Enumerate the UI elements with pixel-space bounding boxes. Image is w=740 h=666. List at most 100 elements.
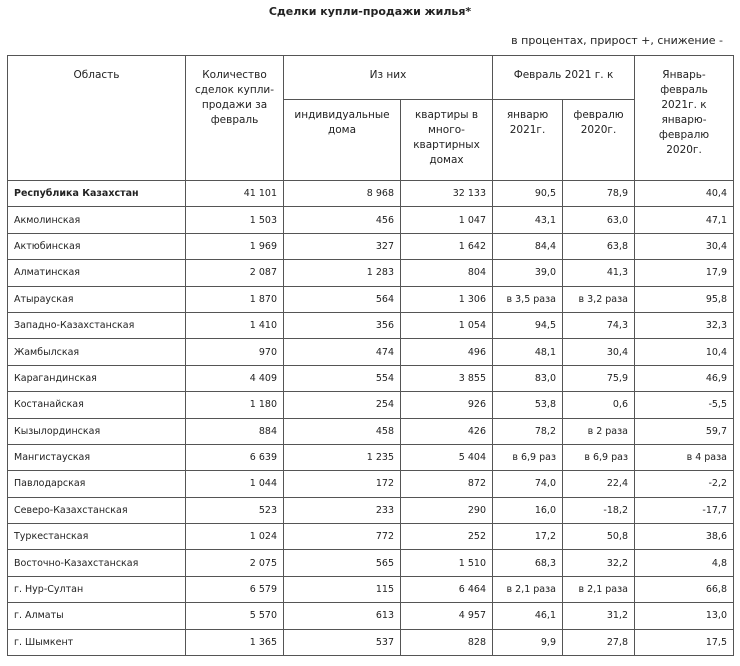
cell-individual: 356 [283, 311, 401, 340]
cell-vs-jan2021: в 3,5 раза [492, 285, 563, 313]
cell-individual: 456 [283, 206, 401, 234]
cell-individual: 327 [283, 232, 401, 261]
cell-count: 1 969 [185, 232, 284, 261]
page-title: Сделки купли-продажи жилья* [268, 5, 472, 18]
cell-count: 1 503 [185, 206, 284, 234]
table-row: Актюбинская 1 969 327 1 642 84,4 63,8 30,4 [7, 232, 734, 261]
cell-count: 523 [185, 496, 284, 525]
cell-individual: 458 [283, 417, 401, 445]
cell-vs-feb2020: 50,8 [562, 523, 635, 551]
cell-individual: 233 [283, 496, 401, 525]
cell-vs-feb2020: 74,3 [562, 311, 635, 340]
cell-vs-janfeb2020: 10,4 [634, 338, 734, 366]
table-row: Республика Казахстан 41 101 8 968 32 133 90,… [7, 179, 734, 208]
cell-apartments: 828 [400, 628, 493, 657]
cell-apartments: 32 133 [400, 179, 493, 208]
cell-region: Костанайская [7, 391, 186, 419]
cell-region: Акмолинская [7, 206, 186, 234]
cell-region: Карагандинская [7, 364, 186, 393]
cell-vs-janfeb2020: 47,1 [634, 206, 734, 234]
cell-region: Жамбылская [7, 338, 186, 366]
cell-vs-jan2021: 17,2 [492, 523, 563, 551]
cell-vs-feb2020: -18,2 [562, 496, 635, 525]
header-feb2021-to: Февраль 2021 г. к [492, 55, 635, 100]
cell-count: 41 101 [185, 179, 284, 208]
table-row: Кызылординская 884 458 426 78,2 в 2 раза 59,7 [7, 417, 734, 445]
cell-apartments: 6 464 [400, 575, 493, 604]
cell-vs-janfeb2020: 95,8 [634, 285, 734, 313]
cell-region: г. Шымкент [7, 628, 186, 657]
cell-apartments: 426 [400, 417, 493, 445]
cell-count: 884 [185, 417, 284, 445]
cell-vs-feb2020: в 2,1 раза [562, 575, 635, 604]
cell-vs-feb2020: в 6,9 раз [562, 443, 635, 472]
cell-region: Алматинская [7, 259, 186, 287]
cell-region: г. Нур-Султан [7, 575, 186, 604]
cell-vs-janfeb2020: 17,5 [634, 628, 734, 657]
cell-count: 2 075 [185, 549, 284, 577]
header-janfeb: Январь-февраль 2021г. к январю-февралю 2… [634, 55, 734, 181]
header-apartments: квартиры в много-квартирных домах [400, 99, 493, 181]
cell-individual: 554 [283, 364, 401, 393]
cell-count: 6 639 [185, 443, 284, 472]
cell-count: 5 570 [185, 602, 284, 630]
cell-individual: 1 235 [283, 443, 401, 472]
cell-vs-jan2021: 68,3 [492, 549, 563, 577]
cell-apartments: 5 404 [400, 443, 493, 472]
table-row: Мангистауская 6 639 1 235 5 404 в 6,9 раз в 6… [7, 443, 734, 472]
cell-vs-feb2020: в 2 раза [562, 417, 635, 445]
cell-apartments: 1 510 [400, 549, 493, 577]
cell-individual: 115 [283, 575, 401, 604]
cell-vs-jan2021: 74,0 [492, 470, 563, 498]
cell-vs-jan2021: 83,0 [492, 364, 563, 393]
cell-count: 6 579 [185, 575, 284, 604]
header-of-which: Из них [283, 55, 493, 100]
cell-vs-jan2021: в 6,9 раз [492, 443, 563, 472]
cell-count: 1 870 [185, 285, 284, 313]
cell-vs-jan2021: 16,0 [492, 496, 563, 525]
table-row: Карагандинская 4 409 554 3 855 83,0 75,9 46,9 [7, 364, 734, 393]
cell-region: Кызылординская [7, 417, 186, 445]
cell-vs-janfeb2020: 17,9 [634, 259, 734, 287]
cell-vs-feb2020: в 3,2 раза [562, 285, 635, 313]
header-jan2021: январю 2021г. [492, 99, 563, 181]
cell-vs-janfeb2020: в 4 раза [634, 443, 734, 472]
cell-vs-feb2020: 63,8 [562, 232, 635, 261]
cell-vs-feb2020: 78,9 [562, 179, 635, 208]
cell-vs-jan2021: 78,2 [492, 417, 563, 445]
cell-apartments: 290 [400, 496, 493, 525]
cell-apartments: 926 [400, 391, 493, 419]
cell-vs-jan2021: 53,8 [492, 391, 563, 419]
cell-vs-feb2020: 31,2 [562, 602, 635, 630]
header-individual: индивидуальные дома [283, 99, 401, 181]
cell-count: 1 024 [185, 523, 284, 551]
cell-apartments: 252 [400, 523, 493, 551]
cell-apartments: 1 047 [400, 206, 493, 234]
cell-vs-janfeb2020: -2,2 [634, 470, 734, 498]
table-row: Акмолинская 1 503 456 1 047 43,1 63,0 47,1 [7, 206, 734, 234]
table-body: Республика Казахстан 41 101 8 968 32 133 90,… [7, 179, 734, 657]
cell-vs-janfeb2020: 4,8 [634, 549, 734, 577]
cell-individual: 613 [283, 602, 401, 630]
table-row: Павлодарская 1 044 172 872 74,0 22,4 -2,2 [7, 470, 734, 498]
cell-apartments: 1 642 [400, 232, 493, 261]
cell-individual: 564 [283, 285, 401, 313]
cell-vs-jan2021: в 2,1 раза [492, 575, 563, 604]
cell-count: 1 410 [185, 311, 284, 340]
cell-vs-janfeb2020: 30,4 [634, 232, 734, 261]
cell-individual: 474 [283, 338, 401, 366]
cell-vs-feb2020: 32,2 [562, 549, 635, 577]
cell-region: Республика Казахстан [7, 179, 186, 208]
cell-apartments: 804 [400, 259, 493, 287]
cell-count: 2 087 [185, 259, 284, 287]
cell-vs-janfeb2020: -5,5 [634, 391, 734, 419]
table-row: г. Алматы 5 570 613 4 957 46,1 31,2 13,0 [7, 602, 734, 630]
cell-vs-feb2020: 22,4 [562, 470, 635, 498]
table-row: Туркестанская 1 024 772 252 17,2 50,8 38,6 [7, 523, 734, 551]
cell-vs-janfeb2020: 32,3 [634, 311, 734, 340]
cell-apartments: 1 306 [400, 285, 493, 313]
table-row: Жамбылская 970 474 496 48,1 30,4 10,4 [7, 338, 734, 366]
cell-region: Мангистауская [7, 443, 186, 472]
cell-vs-janfeb2020: 66,8 [634, 575, 734, 604]
cell-vs-janfeb2020: 59,7 [634, 417, 734, 445]
